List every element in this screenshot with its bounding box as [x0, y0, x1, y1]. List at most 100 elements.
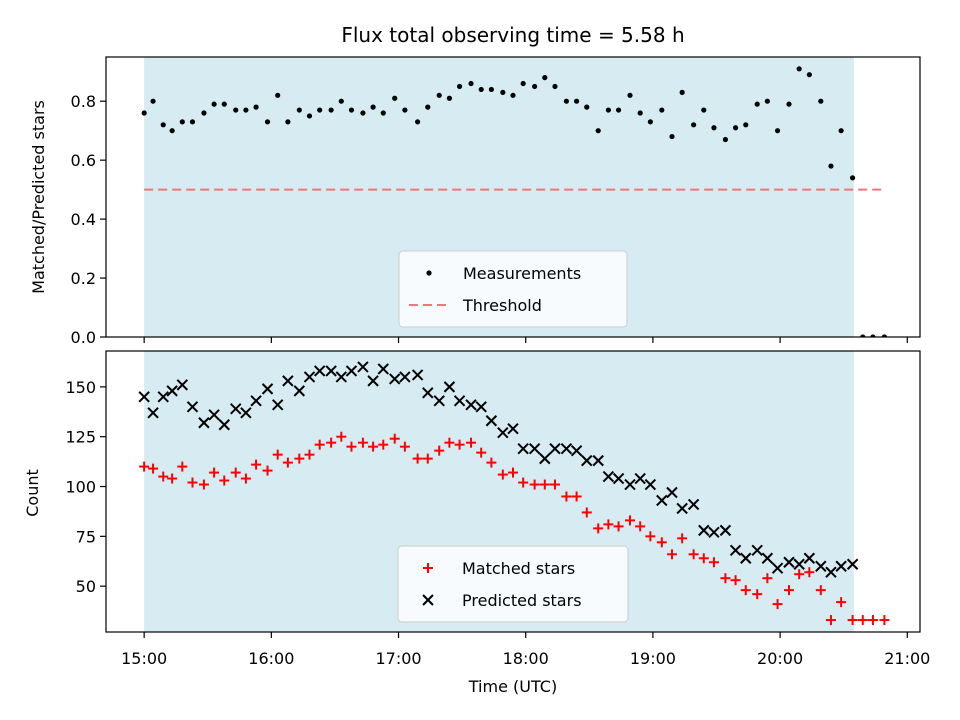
data-point	[677, 533, 688, 544]
data-point	[453, 395, 466, 407]
data-point	[860, 334, 866, 337]
data-point	[754, 101, 760, 107]
data-point	[786, 101, 792, 107]
ratio-panel: 0.0 0.2 0.4 0.6 0.8 Measurements Threshold	[71, 56, 921, 347]
data-point	[549, 479, 560, 490]
data-point	[803, 552, 816, 564]
y-tick-label: 0.6	[71, 151, 96, 170]
chart-title: Flux total observing time = 5.58 h	[341, 23, 684, 47]
data-point	[348, 107, 355, 113]
data-point	[189, 119, 196, 125]
data-point	[879, 615, 890, 626]
data-point	[688, 549, 699, 560]
data-point	[150, 98, 156, 104]
y-tick-label: 150	[65, 378, 96, 397]
data-point	[615, 107, 622, 113]
data-point	[730, 575, 741, 586]
data-point	[783, 556, 795, 568]
data-point	[847, 615, 858, 626]
data-point	[328, 107, 334, 113]
data-point	[729, 544, 742, 556]
data-point	[508, 467, 518, 478]
data-point	[701, 107, 707, 113]
data-point	[261, 383, 274, 395]
data-point	[560, 442, 573, 455]
data-point	[201, 110, 207, 116]
data-point	[666, 549, 677, 560]
data-point	[285, 119, 291, 125]
x-tick-label: 17:00	[375, 649, 421, 668]
data-point	[262, 465, 273, 476]
data-point	[772, 599, 783, 610]
data-point	[468, 80, 474, 87]
data-point	[881, 334, 887, 337]
legend-box	[397, 545, 629, 623]
data-point	[157, 391, 169, 403]
data-point	[627, 92, 633, 98]
data-point	[486, 457, 497, 468]
data-point	[676, 502, 688, 515]
data-point	[138, 391, 150, 403]
data-point	[282, 375, 294, 387]
y-tick-label: 75	[76, 527, 96, 546]
data-point	[209, 467, 220, 478]
data-point	[783, 585, 794, 596]
data-point	[510, 92, 516, 98]
data-point	[687, 498, 700, 511]
data-point	[158, 471, 169, 482]
data-point	[436, 92, 442, 98]
data-point	[666, 486, 678, 499]
data-point	[647, 119, 653, 125]
data-point	[177, 461, 188, 472]
data-point	[402, 107, 408, 113]
data-point	[529, 479, 540, 490]
data-point	[294, 453, 305, 464]
legend-label: Threshold	[462, 296, 542, 315]
data-point	[293, 385, 306, 397]
data-point	[634, 472, 646, 485]
data-point	[549, 442, 561, 455]
data-point	[186, 401, 199, 413]
data-point	[240, 473, 251, 484]
data-point	[415, 119, 421, 125]
data-point	[336, 431, 347, 442]
data-point	[532, 83, 538, 90]
data-point	[198, 417, 210, 429]
data-point	[612, 472, 625, 485]
data-point	[446, 95, 453, 101]
data-point	[764, 98, 770, 104]
data-point	[635, 521, 646, 532]
data-point	[488, 86, 494, 93]
data-point	[835, 560, 847, 572]
data-point	[870, 334, 876, 337]
legend-entry: Matched stars	[423, 559, 575, 578]
data-point	[825, 615, 836, 626]
data-point	[570, 444, 583, 457]
data-point	[497, 469, 508, 480]
series-matched-stars	[139, 431, 890, 626]
data-point	[360, 110, 366, 116]
x-tick-label: 18:00	[503, 649, 549, 668]
data-point	[243, 107, 249, 113]
data-point	[167, 473, 178, 484]
legend-entry: Measurements	[426, 264, 581, 283]
data-point	[367, 375, 379, 387]
data-point	[857, 615, 868, 626]
data-point	[335, 371, 348, 383]
y-tick-label: 125	[65, 428, 96, 447]
data-point	[796, 66, 802, 72]
data-point	[389, 433, 400, 444]
legend-label: Predicted stars	[462, 591, 582, 610]
y-tick-label: 0.8	[71, 92, 96, 111]
data-point	[751, 544, 763, 556]
data-point	[793, 558, 805, 570]
data-point	[561, 491, 572, 502]
data-point	[147, 407, 159, 419]
data-point	[219, 475, 230, 486]
data-point	[466, 437, 477, 448]
data-point	[520, 80, 526, 87]
data-point	[443, 381, 456, 393]
data-point	[624, 478, 636, 491]
data-point	[380, 110, 386, 116]
data-point	[198, 479, 209, 490]
